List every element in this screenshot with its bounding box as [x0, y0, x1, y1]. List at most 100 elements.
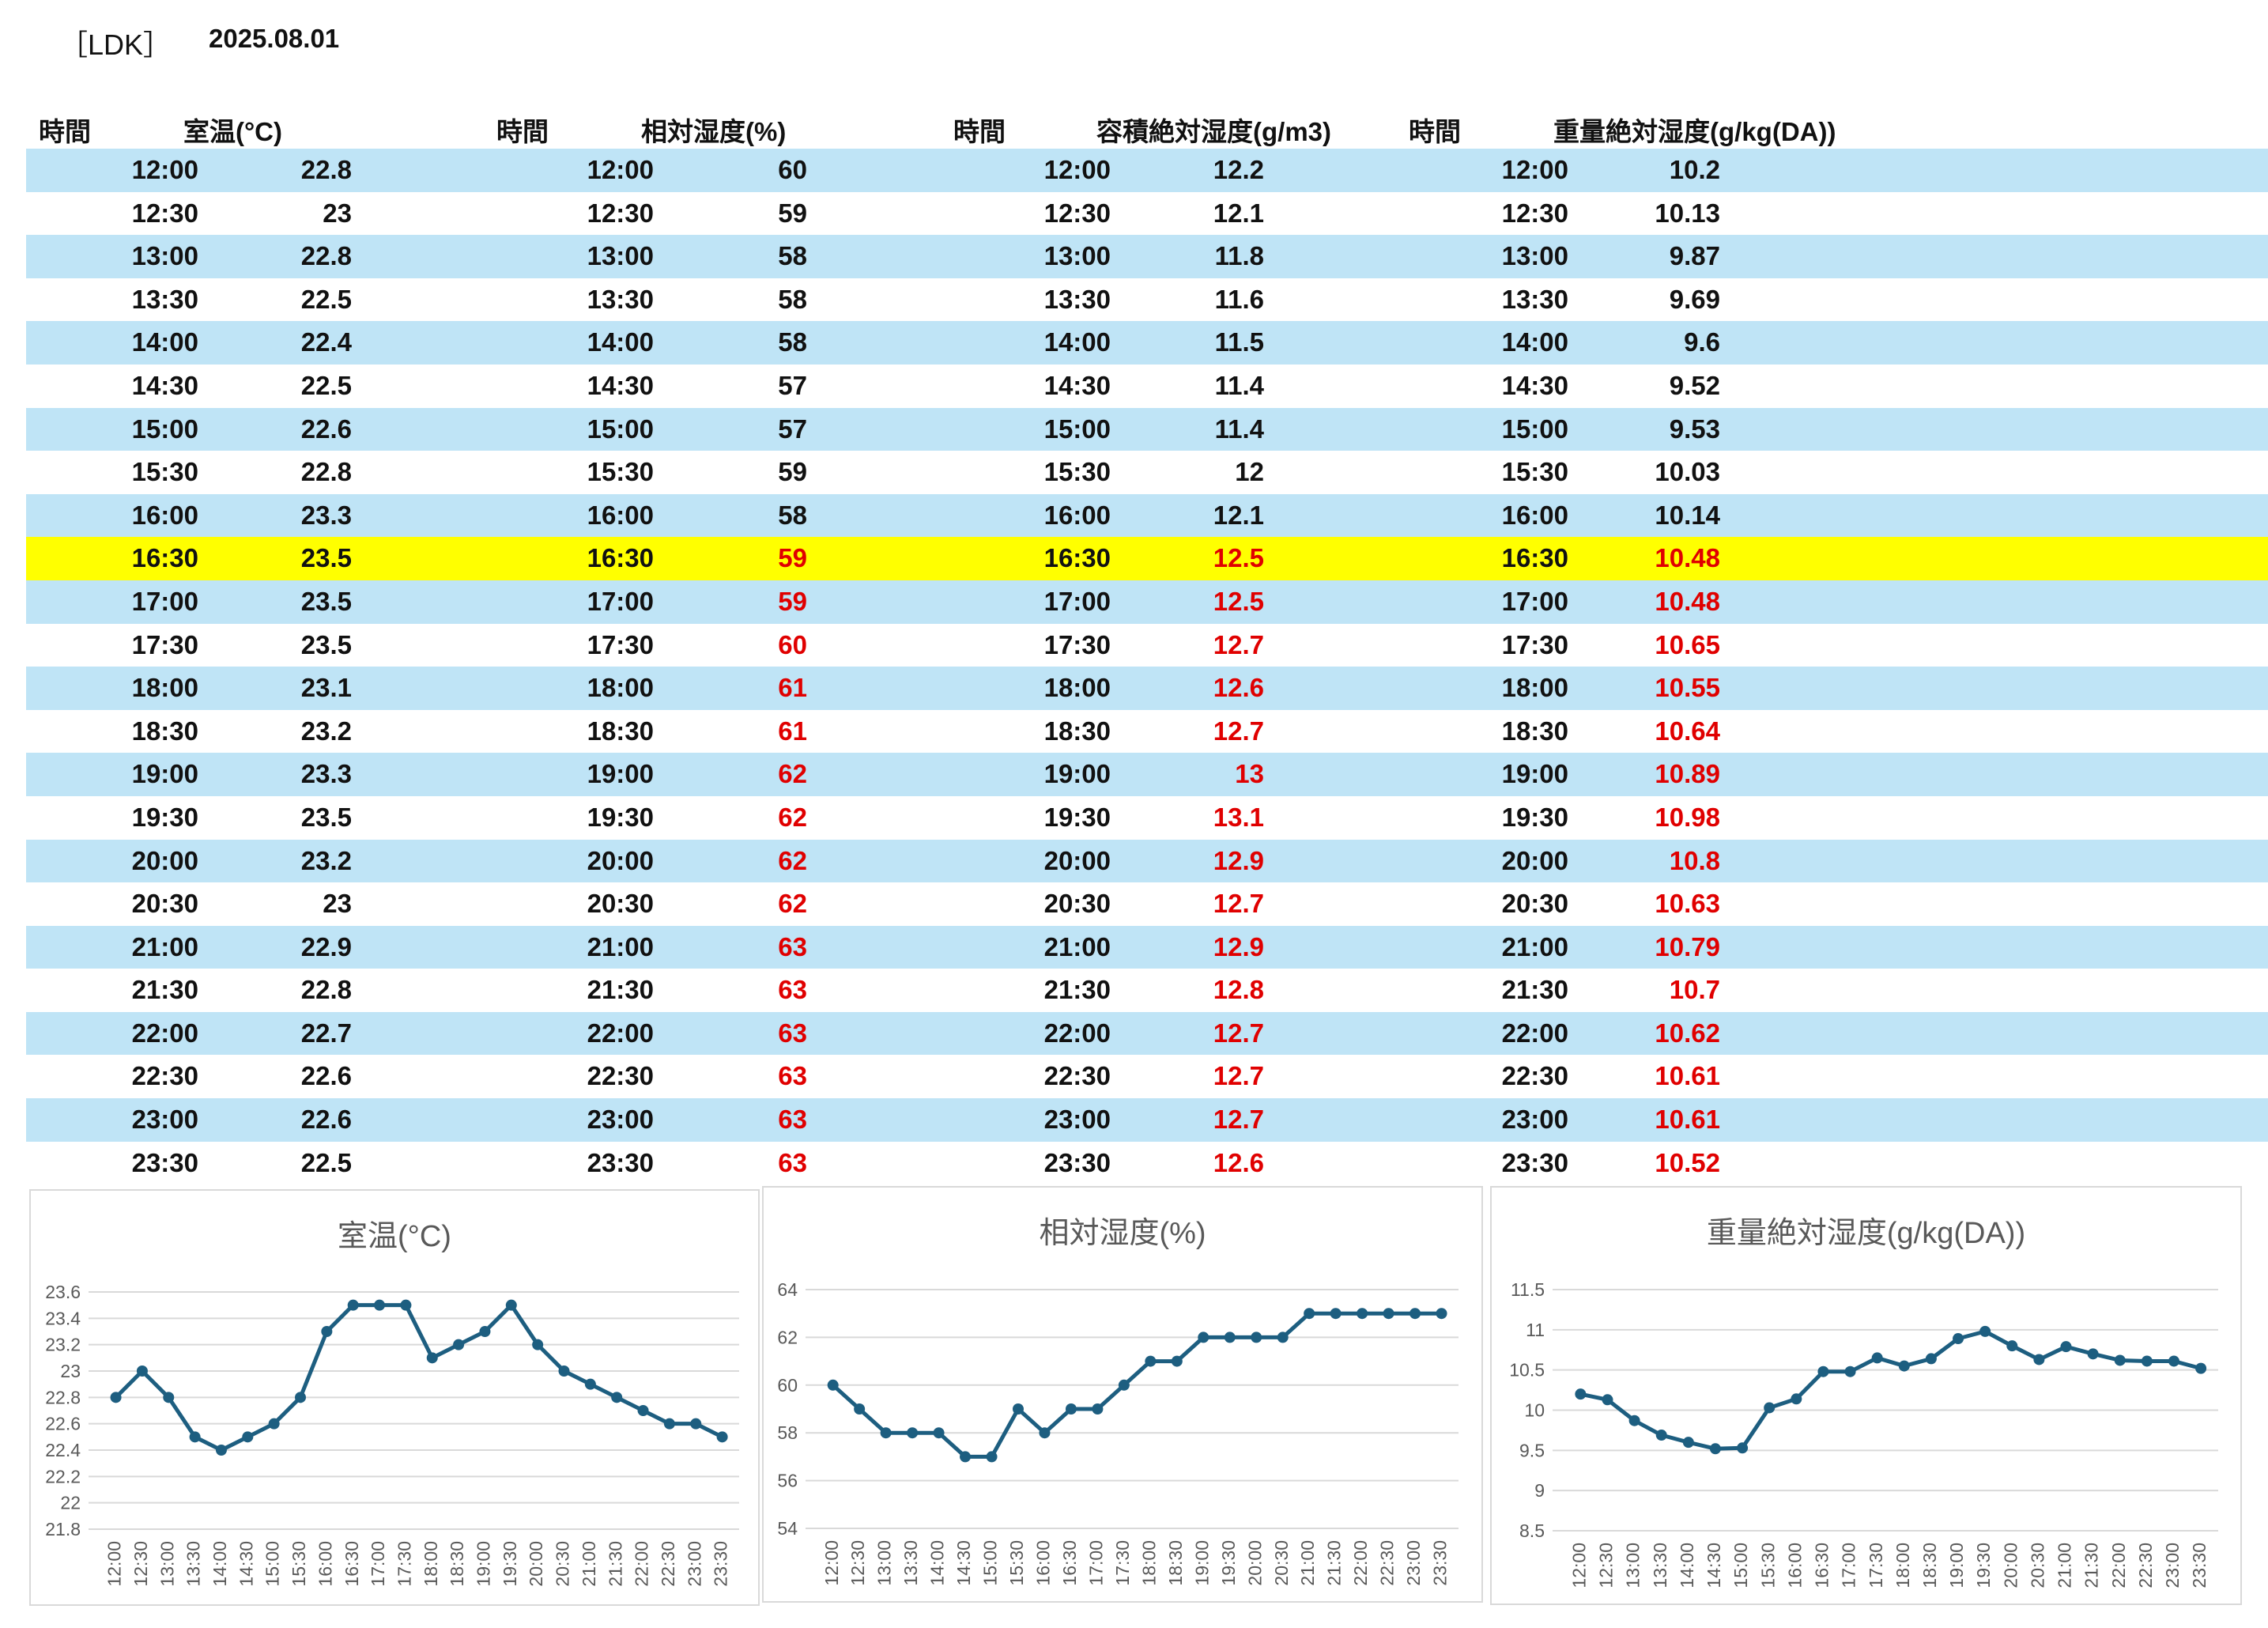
- x-tick-label: 17:00: [368, 1541, 388, 1587]
- cell-mah: 10.55: [1655, 673, 1720, 703]
- table-row: 23:30 22.5 23:30 63 23:30 12.6 23:30 10.52: [26, 1142, 2268, 1185]
- cell-mah: 10.7: [1669, 975, 1720, 1005]
- data-point: [1871, 1352, 1883, 1364]
- cell-rh: 61: [778, 716, 807, 746]
- x-tick-label: 17:00: [1839, 1543, 1859, 1588]
- chart-title: 重量絶対湿度(g/kg(DA)): [1706, 1217, 2026, 1250]
- cell-vah: 13: [1235, 759, 1264, 789]
- data-point: [2114, 1354, 2126, 1366]
- data-point: [827, 1379, 839, 1391]
- cell-rh: 59: [778, 586, 807, 616]
- cell-time: 22:30: [587, 1061, 654, 1091]
- cell-mah: 10.03: [1655, 457, 1720, 487]
- y-tick-label: 22.2: [45, 1466, 81, 1486]
- x-tick-label: 15:00: [980, 1540, 1001, 1586]
- data-point: [663, 1418, 675, 1430]
- x-tick-label: 16:30: [1812, 1543, 1832, 1588]
- x-tick-label: 23:00: [1403, 1540, 1424, 1586]
- x-tick-label: 22:30: [1377, 1540, 1398, 1586]
- data-point: [1118, 1379, 1130, 1391]
- y-tick-label: 56: [777, 1471, 798, 1491]
- cell-rh: 59: [778, 457, 807, 487]
- cell-vah: 12.7: [1213, 1018, 1264, 1048]
- data-point: [1709, 1443, 1721, 1455]
- y-tick-label: 23.4: [45, 1308, 81, 1328]
- cell-rh: 62: [778, 889, 807, 919]
- cell-vah: 12.6: [1213, 673, 1264, 703]
- x-tick-label: 22:00: [632, 1541, 652, 1587]
- cell-time: 12:30: [1501, 198, 1568, 228]
- x-tick-label: 21:30: [605, 1541, 625, 1587]
- cell-mah: 10.61: [1655, 1061, 1720, 1091]
- cell-time: 15:00: [587, 414, 654, 444]
- data-point: [532, 1339, 544, 1350]
- cell-rh: 57: [778, 370, 807, 400]
- cell-time: 16:00: [1043, 500, 1111, 530]
- header-time-1: 時間: [39, 117, 91, 146]
- table-row: 21:00 22.9 21:00 63 21:00 12.9 21:00 10.79: [26, 925, 2268, 969]
- header-temp: 室温(°C): [183, 117, 283, 146]
- x-tick-label: 13:00: [874, 1540, 895, 1586]
- x-tick-label: 14:30: [953, 1540, 974, 1586]
- data-point: [880, 1427, 892, 1439]
- cell-time: 20:00: [1043, 845, 1111, 875]
- cell-time: 16:30: [1501, 543, 1568, 573]
- cell-rh: 58: [778, 500, 807, 530]
- x-tick-label: 19:00: [1946, 1543, 1967, 1588]
- sheet-date: 2025.08.01: [209, 24, 340, 53]
- cell-time: 12:30: [1043, 198, 1111, 228]
- table-row: 21:30 22.8 21:30 63 21:30 12.8 21:30 10.7: [26, 969, 2268, 1012]
- cell-time: 17:30: [131, 629, 198, 659]
- cell-time: 13:30: [1501, 284, 1568, 314]
- data-point: [2195, 1362, 2207, 1374]
- data-point: [1844, 1365, 1856, 1377]
- table-row: 18:30 23.2 18:30 61 18:30 12.7 18:30 10.64: [26, 710, 2268, 754]
- x-tick-label: 18:00: [421, 1541, 441, 1587]
- y-tick-label: 22.8: [45, 1387, 81, 1407]
- cell-temp: 22.5: [300, 284, 352, 314]
- data-point: [295, 1392, 307, 1403]
- data-point: [163, 1392, 175, 1403]
- y-tick-label: 22.6: [45, 1414, 81, 1434]
- cell-rh: 62: [778, 802, 807, 832]
- data-point: [1145, 1355, 1157, 1367]
- cell-time: 19:30: [1043, 802, 1111, 832]
- table-row: 16:00 23.3 16:00 58 16:00 12.1 16:00 10.14: [26, 493, 2268, 538]
- y-tick-label: 11.5: [1511, 1279, 1545, 1300]
- cell-time: 19:00: [1501, 759, 1568, 789]
- y-tick-label: 10: [1524, 1400, 1545, 1421]
- x-tick-label: 12:30: [1596, 1543, 1617, 1588]
- cell-time: 21:00: [1043, 931, 1111, 961]
- x-tick-label: 16:00: [1033, 1540, 1054, 1586]
- x-tick-label: 21:30: [2081, 1543, 2102, 1588]
- data-point: [453, 1339, 465, 1350]
- cell-time: 17:30: [1043, 629, 1111, 659]
- cell-time: 15:30: [1043, 457, 1111, 487]
- cell-rh: 62: [778, 845, 807, 875]
- cell-time: 16:00: [131, 500, 198, 530]
- cell-time: 12:00: [131, 155, 198, 184]
- cell-time: 23:30: [1043, 1147, 1111, 1177]
- cell-time: 18:30: [1043, 716, 1111, 746]
- data-point: [611, 1392, 623, 1403]
- cell-time: 13:00: [587, 241, 654, 271]
- header-rh: 相対湿度(%): [641, 117, 787, 146]
- data-point: [2033, 1354, 2045, 1365]
- cell-mah: 10.65: [1655, 629, 1720, 659]
- cell-rh: 63: [778, 1105, 807, 1135]
- cell-mah: 9.52: [1669, 370, 1720, 400]
- cell-rh: 63: [778, 1147, 807, 1177]
- data-point: [558, 1365, 570, 1377]
- y-tick-label: 9.5: [1519, 1440, 1545, 1460]
- x-tick-label: 21:00: [2055, 1543, 2075, 1588]
- cell-time: 20:30: [131, 889, 198, 919]
- x-tick-label: 17:30: [1866, 1543, 1886, 1588]
- cell-mah: 10.79: [1655, 931, 1720, 961]
- x-tick-label: 12:30: [130, 1541, 151, 1587]
- cell-time: 16:30: [131, 543, 198, 573]
- x-tick-label: 18:00: [1893, 1543, 1913, 1588]
- cell-mah: 10.48: [1655, 586, 1720, 616]
- x-tick-label: 16:00: [315, 1541, 335, 1587]
- table-row: 15:00 22.6 15:00 57 15:00 11.4 15:00 9.53: [26, 407, 2268, 451]
- header-time-3: 時間: [953, 117, 1006, 146]
